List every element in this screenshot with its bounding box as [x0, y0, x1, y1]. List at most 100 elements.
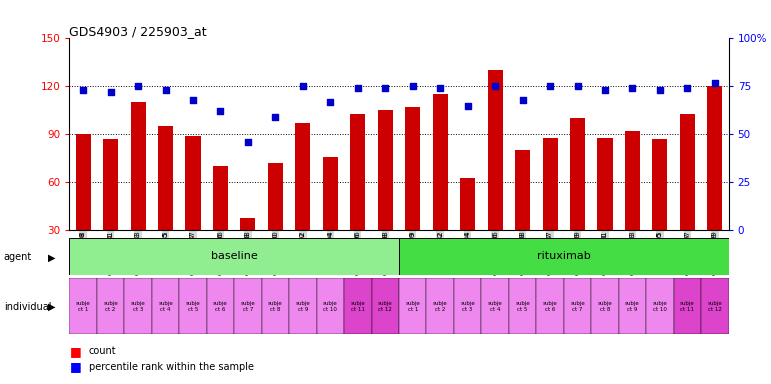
Text: GSM609392: GSM609392 — [300, 230, 306, 273]
Bar — [124, 278, 152, 334]
Text: agent: agent — [4, 252, 32, 262]
Bar — [372, 278, 399, 334]
Point — [544, 83, 556, 89]
Text: rituximab: rituximab — [537, 251, 591, 262]
Point — [242, 139, 254, 145]
Bar — [509, 278, 537, 334]
Point — [214, 108, 227, 114]
Point — [269, 114, 281, 120]
Bar — [543, 137, 557, 230]
Text: subje
ct 10: subje ct 10 — [652, 301, 668, 312]
Text: ■: ■ — [69, 345, 81, 358]
Text: GSM609037: GSM609037 — [190, 230, 196, 273]
Point — [517, 97, 529, 103]
Bar — [570, 118, 585, 230]
Text: GSM609038: GSM609038 — [520, 230, 526, 273]
Bar — [680, 114, 695, 230]
Text: GSM609393: GSM609393 — [629, 230, 635, 273]
Bar — [399, 238, 729, 275]
Bar — [406, 107, 420, 230]
Text: subje
ct 4: subje ct 4 — [488, 301, 503, 312]
Bar — [76, 134, 91, 230]
Bar — [487, 70, 503, 230]
Text: subje
ct 5: subje ct 5 — [186, 301, 200, 312]
Bar — [295, 123, 311, 230]
Bar — [701, 278, 729, 334]
Point — [626, 85, 638, 91]
Point — [462, 103, 474, 109]
Text: subje
ct 9: subje ct 9 — [625, 301, 640, 312]
Text: GSM609390: GSM609390 — [272, 230, 278, 273]
Text: GSM609031: GSM609031 — [108, 230, 113, 273]
Text: subje
ct 6: subje ct 6 — [213, 301, 228, 312]
Bar — [344, 278, 372, 334]
Bar — [378, 111, 392, 230]
Text: ▶: ▶ — [48, 302, 56, 312]
Bar — [261, 278, 289, 334]
Text: subje
ct 4: subje ct 4 — [158, 301, 173, 312]
Bar — [179, 278, 207, 334]
Bar — [213, 166, 228, 230]
Bar — [564, 278, 591, 334]
Bar — [646, 278, 674, 334]
Text: subje
ct 2: subje ct 2 — [103, 301, 118, 312]
Text: ■: ■ — [69, 360, 81, 373]
Bar — [481, 278, 509, 334]
Bar — [460, 177, 475, 230]
Text: ▶: ▶ — [48, 252, 56, 262]
Text: GSM609391: GSM609391 — [602, 230, 608, 273]
Point — [406, 83, 419, 89]
Text: subje
ct 7: subje ct 7 — [241, 301, 255, 312]
Bar — [234, 278, 261, 334]
Bar — [707, 86, 722, 230]
Text: subje
ct 8: subje ct 8 — [598, 301, 612, 312]
Bar — [186, 136, 200, 230]
Bar — [598, 137, 612, 230]
Text: GSM609033: GSM609033 — [135, 230, 141, 273]
Bar — [289, 278, 317, 334]
Bar — [317, 278, 344, 334]
Bar — [97, 278, 124, 334]
Text: GSM609387: GSM609387 — [547, 230, 553, 273]
Bar — [152, 278, 179, 334]
Bar — [674, 278, 701, 334]
Bar — [454, 278, 481, 334]
Point — [489, 83, 501, 89]
Text: subje
ct 8: subje ct 8 — [268, 301, 283, 312]
Text: GSM609034: GSM609034 — [465, 230, 470, 273]
Text: GSM609395: GSM609395 — [657, 230, 663, 273]
Bar — [515, 151, 530, 230]
Bar — [537, 278, 564, 334]
Point — [104, 89, 116, 95]
Text: GSM609388: GSM609388 — [245, 230, 251, 273]
Text: percentile rank within the sample: percentile rank within the sample — [89, 362, 254, 372]
Bar — [158, 126, 173, 230]
Text: subje
ct 12: subje ct 12 — [708, 301, 722, 312]
Text: individual: individual — [4, 302, 52, 312]
Text: GSM609032: GSM609032 — [437, 230, 443, 273]
Text: GDS4903 / 225903_at: GDS4903 / 225903_at — [69, 25, 207, 38]
Bar — [399, 278, 426, 334]
Bar — [207, 278, 234, 334]
Text: GSM609036: GSM609036 — [492, 230, 498, 273]
Point — [434, 85, 446, 91]
Point — [709, 79, 721, 86]
Text: GSM607509: GSM607509 — [409, 230, 416, 273]
Bar — [625, 131, 640, 230]
Point — [324, 99, 336, 105]
Point — [379, 85, 392, 91]
Text: GSM609394: GSM609394 — [328, 230, 333, 273]
Bar — [241, 218, 255, 230]
Text: subje
ct 6: subje ct 6 — [543, 301, 557, 312]
Bar — [268, 163, 283, 230]
Bar — [103, 139, 118, 230]
Point — [654, 87, 666, 93]
Bar — [618, 278, 646, 334]
Text: GSM609398: GSM609398 — [382, 230, 389, 273]
Bar — [130, 103, 146, 230]
Point — [682, 85, 694, 91]
Bar — [69, 238, 399, 275]
Bar — [652, 139, 668, 230]
Text: subje
ct 7: subje ct 7 — [570, 301, 585, 312]
Text: subje
ct 3: subje ct 3 — [130, 301, 146, 312]
